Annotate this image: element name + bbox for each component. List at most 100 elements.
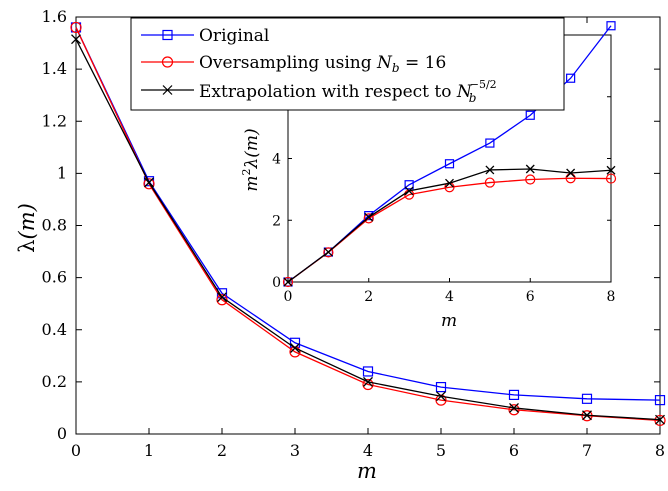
inset-point-x [404,186,414,196]
inset-point-x [364,212,374,222]
legend-extrapolation-sub: b [469,91,477,105]
main-point-x [290,343,300,353]
legend-label-oversampling: Oversampling using Nb = 16 [199,53,446,75]
inset-point-square [485,138,495,148]
main-point-square [362,366,374,377]
inset-point-circle [525,174,536,185]
main-series-line-circle [75,27,661,422]
main-point-square [654,395,666,406]
main-point-square [508,389,520,401]
inset-point-x [525,164,535,174]
main-point-x [436,391,446,402]
main-x-axis-label: m [357,459,377,483]
main-series-group [70,21,666,427]
inset-point-square [404,180,414,190]
main-point-x [144,177,154,188]
main-y-axis-label-arg: (m) [15,203,39,239]
inset-x-tick-label: 8 [607,289,616,305]
legend-oversampling-prefix: Oversampling using [199,53,377,73]
main-x-tick-label: 1 [144,441,154,460]
main-point-circle [654,414,666,427]
main-point-x [363,376,373,387]
main-y-tick-label: 1.6 [42,7,67,26]
legend-box [130,17,565,111]
inset-x-axis-label: m [441,311,457,331]
inset-point-square [606,21,616,31]
inset-point-x [485,165,495,175]
main-point-circle [362,378,374,391]
inset-point-x [283,277,293,287]
legend-extrapolation-var: N [456,82,473,102]
main-x-tick-label: 0 [71,441,81,460]
main-axis-ticks: 0 1 2 3 4 5 6 7 8 0 0.2 0.4 0.6 0.8 1 1.2 1.4 1.6 [42,7,666,460]
main-point-circle [216,294,228,306]
inset-y-tick-label: 4 [272,152,281,168]
main-x-tick-label: 5 [436,441,446,460]
main-point-square [581,393,593,404]
main-y-tick-label: 0.6 [42,268,67,287]
inset-point-x [445,178,454,188]
main-y-axis-label: λ(m) [15,203,39,253]
main-point-circle [289,346,301,358]
main-point-circle [143,178,155,190]
main-point-x [582,410,592,421]
inset-point-x [566,168,576,178]
main-x-tick-label: 4 [363,441,373,460]
main-point-x [217,292,227,303]
inset-x-tick-label: 2 [364,289,373,305]
main-series-line-square [75,27,661,401]
legend-oversampling-var: N [376,53,393,73]
legend: Original Oversampling using Nb = 16 Extr… [130,17,565,111]
main-point-x [71,34,81,45]
inset-point-circle [484,177,495,188]
inset-point-circle [363,213,374,224]
legend-extrapolation-sup: −5/2 [470,78,497,91]
main-y-tick-label: 0.8 [42,216,67,235]
inset-point-square [525,110,535,120]
inset-x-tick-label: 4 [445,289,454,305]
inset-point-square [566,73,576,83]
inset-y-axis-label-sup: 2 [240,169,253,176]
main-y-tick-label: 0.2 [42,372,67,391]
inset-point-circle [605,173,617,184]
main-y-tick-label: 0 [57,424,67,443]
inset-y-axis-label-m: m [242,176,262,192]
inset-point-square [444,159,455,169]
inset-x-tick-label: 0 [284,289,293,305]
main-y-axis-label-var: λ [15,240,39,253]
main-point-x [655,414,665,425]
main-x-tick-label: 7 [582,441,592,460]
main-x-tick-label: 2 [217,441,227,460]
main-y-tick-label: 1.4 [42,59,67,78]
main-x-tick-label: 3 [290,441,300,460]
main-y-tick-label: 0.4 [42,320,67,339]
main-point-circle [435,394,447,406]
inset-point-circle [282,276,294,288]
svg-text:λ(m): λ(m) [15,203,39,253]
main-point-circle [508,404,520,416]
main-x-tick-label: 6 [509,441,519,460]
legend-marker-x [162,85,173,95]
svg-text:m2λ(m): m2λ(m) [240,128,262,191]
main-point-circle [70,21,82,34]
inset-point-x [323,247,333,257]
legend-marker-square [162,29,173,41]
legend-oversampling-suffix: = 16 [400,53,447,73]
inset-y-tick-label: 2 [272,213,281,229]
inset-point-circle [323,247,334,258]
inset-point-x [606,165,616,175]
legend-label-original: Original [199,26,269,46]
main-point-x [509,402,519,413]
legend-label-extrapolation: Extrapolation with respect to N−5/2 b [199,78,497,105]
main-y-tick-label: 1 [57,163,67,182]
inset-y-axis-label-rest: λ(m) [242,128,262,169]
main-x-tick-label: 8 [655,441,665,460]
main-y-tick-label: 1.2 [42,111,67,130]
legend-extrapolation-prefix: Extrapolation with respect to [199,82,457,102]
legend-oversampling-sub: b [392,61,400,75]
main-point-square [435,381,447,393]
inset-x-tick-label: 6 [526,289,535,305]
legend-marker-circle [161,56,174,68]
